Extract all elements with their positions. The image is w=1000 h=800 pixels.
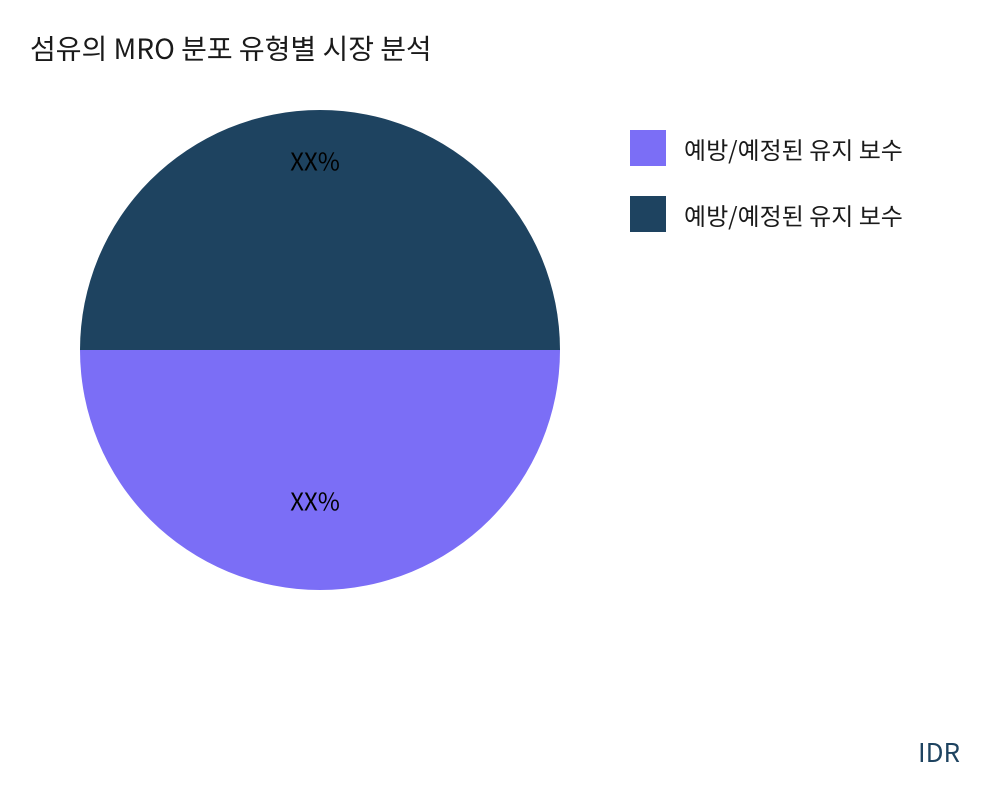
legend-label-0: 예방/예정된 유지 보수 [684, 131, 903, 166]
legend-label-1: 예방/예정된 유지 보수 [684, 197, 903, 232]
legend-item-0: 예방/예정된 유지 보수 [630, 130, 903, 166]
legend: 예방/예정된 유지 보수 예방/예정된 유지 보수 [630, 130, 903, 262]
footer-attribution: IDR [918, 733, 960, 770]
pie-slice-label-0: XX% [290, 143, 340, 178]
pie-chart [80, 110, 560, 590]
pie-slice-1 [80, 350, 560, 590]
legend-item-1: 예방/예정된 유지 보수 [630, 196, 903, 232]
chart-title: 섬유의 MRO 분포 유형별 시장 분석 [30, 28, 432, 68]
pie-svg [80, 110, 560, 590]
pie-slice-label-1: XX% [290, 483, 340, 518]
legend-swatch-1 [630, 196, 666, 232]
legend-swatch-0 [630, 130, 666, 166]
